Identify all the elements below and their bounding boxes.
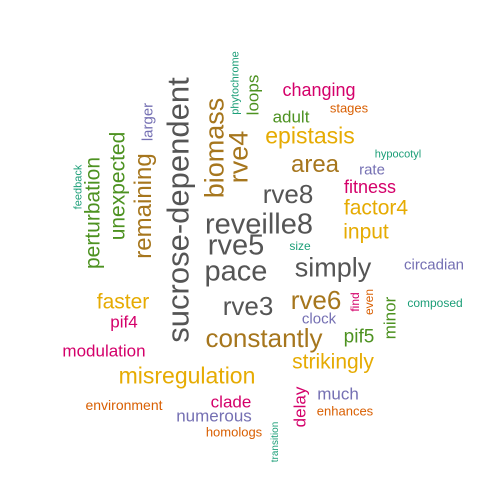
word: faster [96,290,150,314]
word: remaining [130,153,157,259]
word: stages [329,100,369,116]
word: larger [139,102,157,142]
word: transition [270,421,281,463]
word: factor4 [343,196,409,220]
word: input [343,220,389,244]
word: rve8 [262,179,314,209]
word: hypocotyl [374,148,422,161]
word: composed [407,296,463,310]
word: find [348,292,362,312]
word: perturbation [81,156,105,270]
word: reveille8 [205,208,313,241]
word: rve6 [290,285,342,315]
word: much [317,384,359,404]
word: simply [294,252,372,283]
word: numerous [176,406,252,426]
word: fitness [343,177,397,197]
word: delay [290,386,310,428]
word: rve3 [222,291,274,321]
word: misregulation [118,362,256,389]
word: loops [243,74,263,116]
word: clade [210,392,252,412]
word: rve5 [207,229,265,262]
word: rate [359,161,385,179]
word: homologs [205,424,263,440]
word: pif4 [110,312,138,332]
word: environment [85,397,163,413]
word: circadian [403,256,465,274]
word: constantly [205,323,323,353]
word: epistasis [265,122,355,149]
word: phytochrome [229,51,242,115]
word: strikingly [292,350,374,374]
word: unexpected [106,131,130,241]
word: feedback [72,164,85,210]
word: area [290,151,340,178]
word: size [289,239,311,253]
word: adult [272,107,310,127]
word: changing [282,80,356,100]
word: pace [204,255,268,288]
word: even [362,288,376,316]
word: pif5 [343,326,375,348]
word: clock [301,310,337,328]
word: sucrose-dependent [160,77,196,343]
word: rve4 [223,130,254,184]
word: modulation [62,341,146,361]
word: minor [380,296,400,340]
word: enhances [316,403,374,419]
